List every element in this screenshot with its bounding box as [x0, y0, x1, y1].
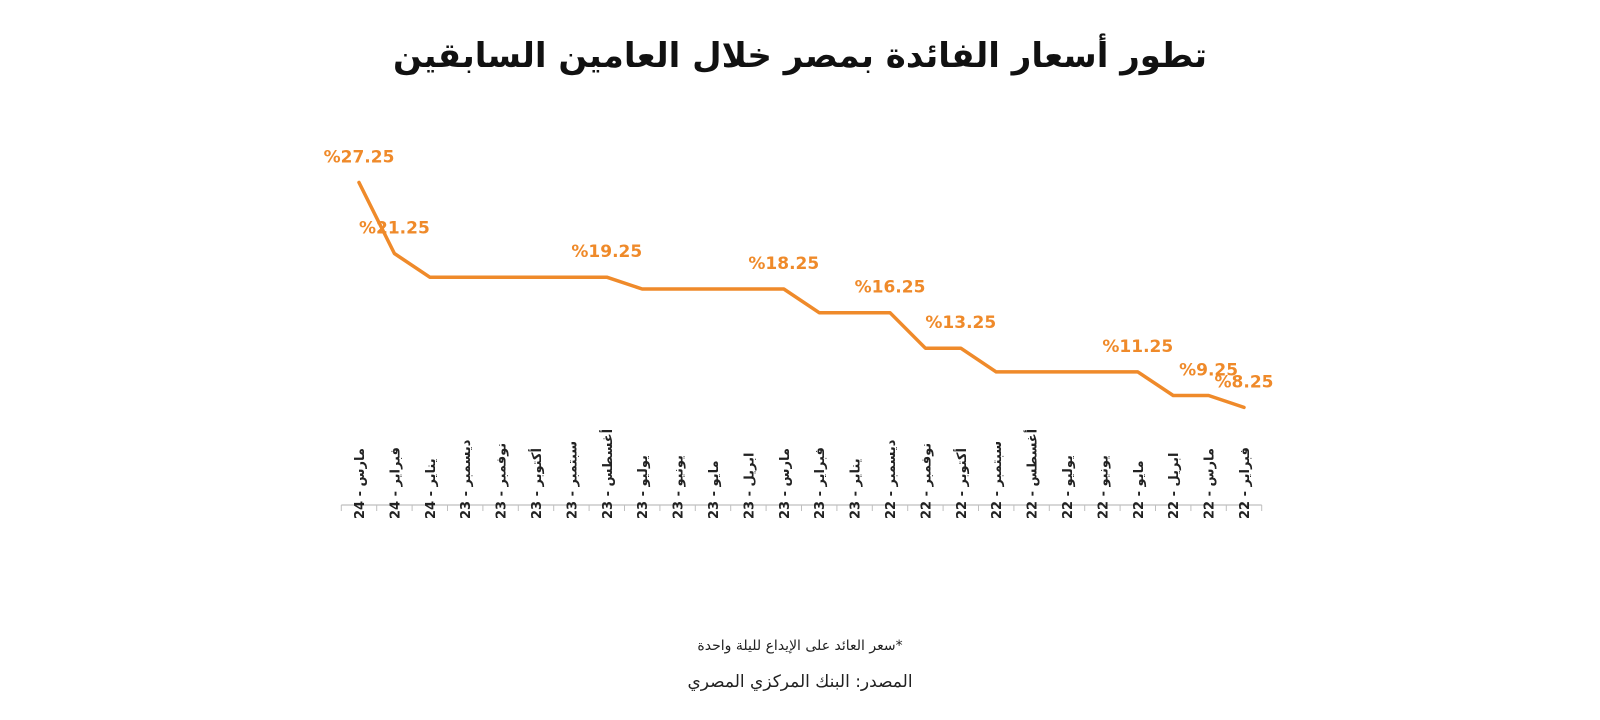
x-axis [340, 504, 1263, 511]
data-label: %9.25 [1179, 361, 1238, 381]
x-tick-label: فبراير - 24 [388, 447, 403, 519]
x-tick-label: يوليو - 23 [636, 455, 651, 519]
data-label: %8.25 [1215, 372, 1274, 392]
x-tick-label: فبراير - 22 [1238, 447, 1253, 519]
x-tick-label: ديسمبر - 22 [884, 439, 899, 519]
data-label-group: %8.25%9.25 %11.25 %13.25 %16.25 %18.25 %19.25… [324, 148, 1274, 393]
x-tick-label: مايو - 23 [707, 460, 722, 519]
x-tick-label-group: فبراير - 22 مارس - 22 ابريل - 22 مايو - 22 ي… [353, 429, 1253, 519]
x-tick-label: يناير - 24 [424, 458, 439, 519]
data-label: %27.25 [324, 148, 395, 168]
x-tick-label: ابريل - 22 [1167, 453, 1182, 519]
x-tick-label: سبتمبر - 23 [565, 441, 580, 519]
x-tick-label: ابريل - 23 [742, 453, 757, 519]
x-tick-label: يوليو - 22 [1061, 455, 1076, 519]
x-tick-label: مارس - 24 [353, 448, 368, 519]
series-line [357, 180, 1246, 410]
x-tick-label: أكتوبر - 23 [528, 448, 545, 519]
chart-title: تطور أسعار الفائدة بمصر خلال العامين الس… [393, 36, 1207, 76]
x-tick-label: مارس - 22 [1203, 448, 1218, 519]
x-tick-label: فبراير - 23 [813, 447, 828, 519]
x-tick-label: أكتوبر - 22 [953, 448, 970, 519]
x-tick-label: مارس - 23 [778, 448, 793, 519]
data-label: %11.25 [1102, 337, 1173, 357]
x-tick-label: سبتمبر - 22 [990, 441, 1005, 519]
x-tick-label: نوفمبر - 23 [495, 443, 510, 519]
series-line-group [357, 180, 1246, 410]
x-tick-label: نوفمبر - 22 [919, 443, 934, 519]
x-tick-label: أغسطس - 23 [599, 429, 616, 519]
data-label: %21.25 [359, 219, 430, 239]
data-label: %13.25 [925, 313, 996, 333]
data-label: %16.25 [855, 278, 926, 298]
source-note: المصدر: البنك المركزي المصري [687, 672, 913, 692]
x-tick-label: أغسطس - 22 [1024, 429, 1041, 519]
data-label: %18.25 [748, 254, 819, 274]
x-tick-label: يونيو - 22 [1096, 455, 1111, 519]
x-tick-label: يونيو - 23 [672, 455, 687, 519]
x-tick-label: يناير - 23 [849, 458, 864, 519]
data-label: %19.25 [571, 242, 642, 262]
x-tick-label: مايو - 22 [1132, 460, 1147, 519]
footnote: *سعر العائد على الإيداع لليلة واحدة [697, 638, 903, 654]
x-tick-label: ديسمبر - 23 [459, 439, 474, 519]
